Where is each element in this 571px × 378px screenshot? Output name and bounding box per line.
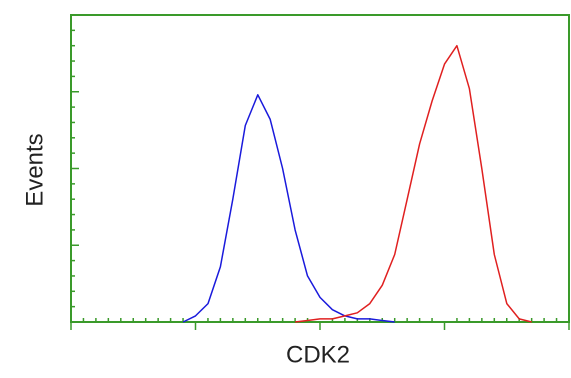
x-axis-label: CDK2: [286, 341, 350, 368]
y-axis-label: Events: [21, 133, 48, 206]
histogram-line: [182, 94, 395, 323]
axis-ticks: [70, 14, 570, 330]
plot-frame: [70, 14, 570, 323]
histogram-line: [295, 44, 532, 323]
